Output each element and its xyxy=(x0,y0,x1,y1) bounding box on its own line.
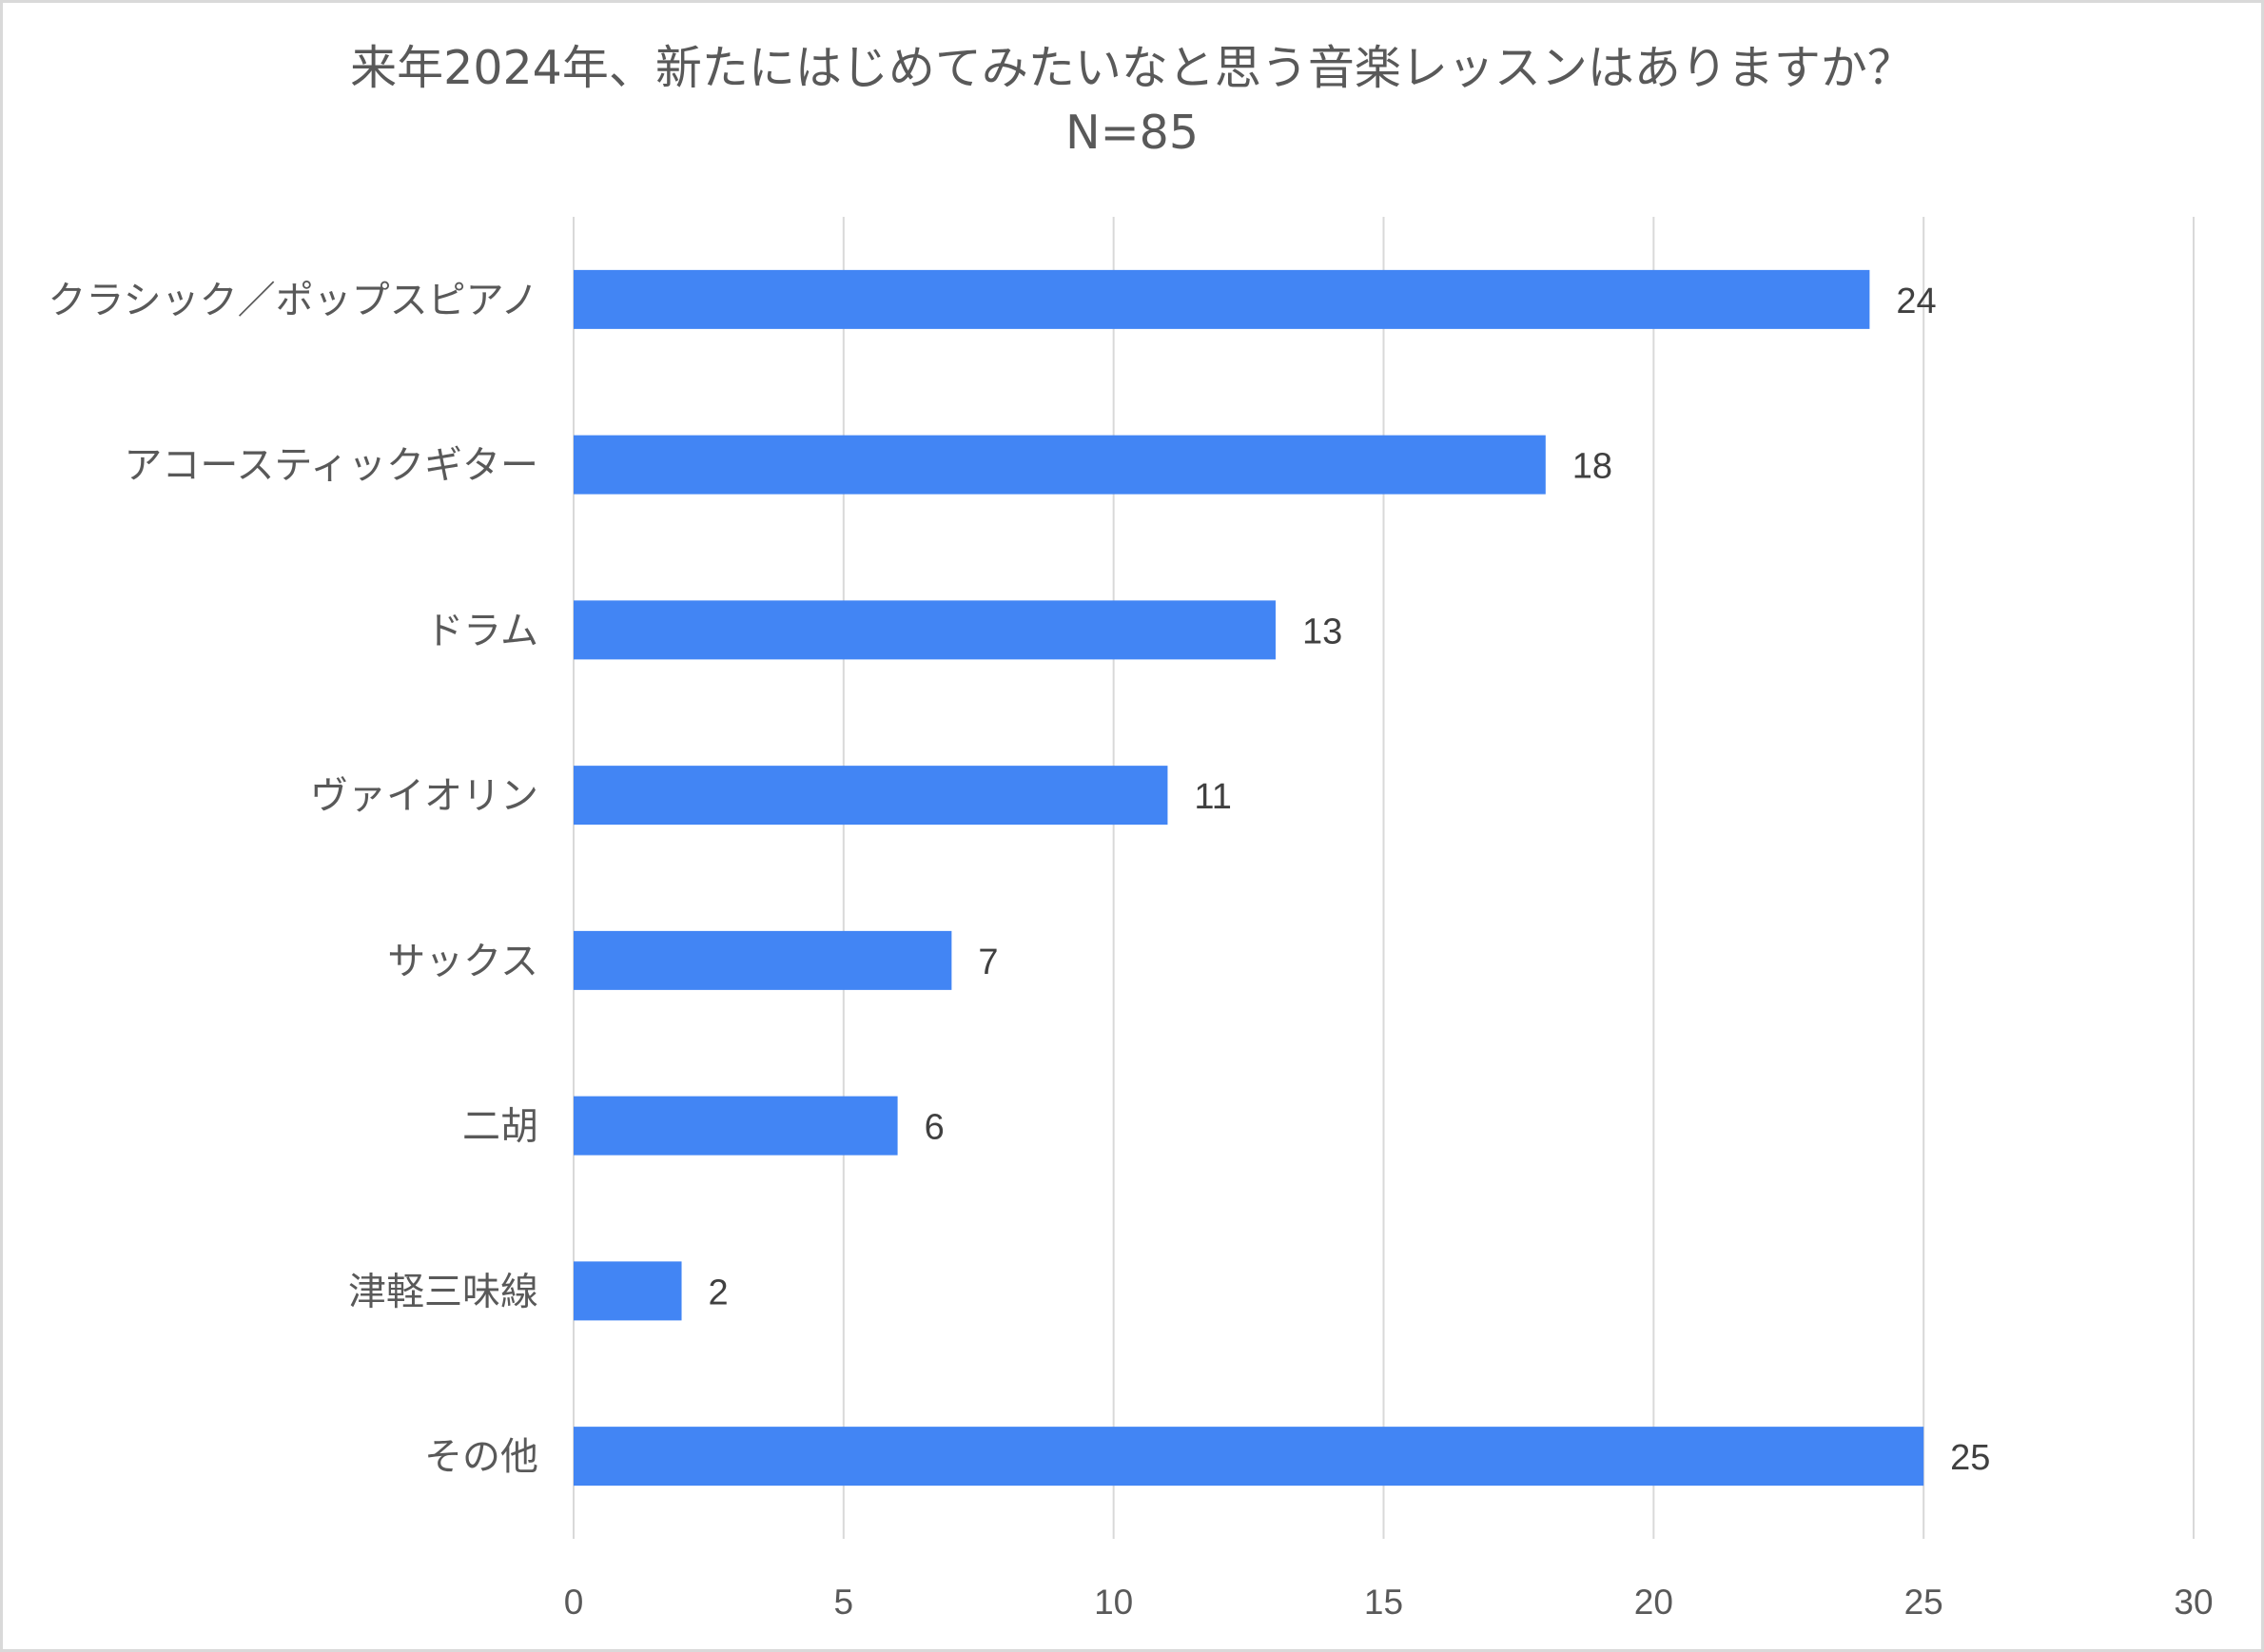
x-tick-label-5: 5 xyxy=(834,1583,854,1622)
bar-2 xyxy=(574,600,1276,660)
value-labels: 24 18 13 11 7 6 2 25 xyxy=(709,282,1991,1478)
data-label-6: 2 xyxy=(709,1273,729,1312)
x-tick-label-15: 15 xyxy=(1364,1583,1403,1622)
category-label-5: 二胡 xyxy=(462,1105,538,1149)
x-tick-label-30: 30 xyxy=(2174,1583,2213,1622)
chart-subtitle: N=85 xyxy=(1064,106,1200,160)
x-tick-label-25: 25 xyxy=(1904,1583,1943,1622)
data-label-2: 13 xyxy=(1302,612,1342,651)
chart-title-block: 来年2024年、新たにはじめてみたいなと思う音楽レッスンはありますか？ N=85 xyxy=(0,36,2264,165)
bar-5 xyxy=(574,1096,898,1156)
category-label-1: アコースティックギター xyxy=(124,444,538,488)
bar-1 xyxy=(574,435,1546,495)
category-label-0: クラシック／ポップスピアノ xyxy=(48,279,538,322)
category-label-3: ヴァイオリン xyxy=(310,774,538,818)
x-tick-label-0: 0 xyxy=(564,1583,584,1622)
bar-0 xyxy=(574,269,1870,329)
bar-7 xyxy=(574,1427,1924,1487)
category-labels: クラシック／ポップスピアノアコースティックギタードラムヴァイオリンサックス二胡津… xyxy=(48,279,538,1479)
category-label-7: その他 xyxy=(424,1435,538,1479)
data-label-5: 6 xyxy=(925,1108,945,1148)
bar-3 xyxy=(574,766,1168,826)
x-tick-label-20: 20 xyxy=(1634,1583,1673,1622)
data-label-7: 25 xyxy=(1950,1438,1990,1478)
data-label-3: 11 xyxy=(1194,777,1231,817)
gridlines xyxy=(573,217,2195,1539)
bar-4 xyxy=(574,930,952,990)
bar-6 xyxy=(574,1261,682,1321)
category-label-6: 津軽三味線 xyxy=(348,1270,538,1313)
category-label-2: ドラム xyxy=(425,609,538,652)
x-tick-label-10: 10 xyxy=(1094,1583,1133,1622)
category-label-4: サックス xyxy=(387,940,538,983)
data-label-1: 18 xyxy=(1572,447,1612,487)
data-label-4: 7 xyxy=(978,943,998,982)
x-axis-ticks: 0 5 10 15 20 25 30 xyxy=(564,1583,2214,1622)
bars xyxy=(574,269,1924,1487)
chart-title: 来年2024年、新たにはじめてみたいなと思う音楽レッスンはありますか？ xyxy=(350,41,1914,95)
data-label-0: 24 xyxy=(1896,282,1936,321)
